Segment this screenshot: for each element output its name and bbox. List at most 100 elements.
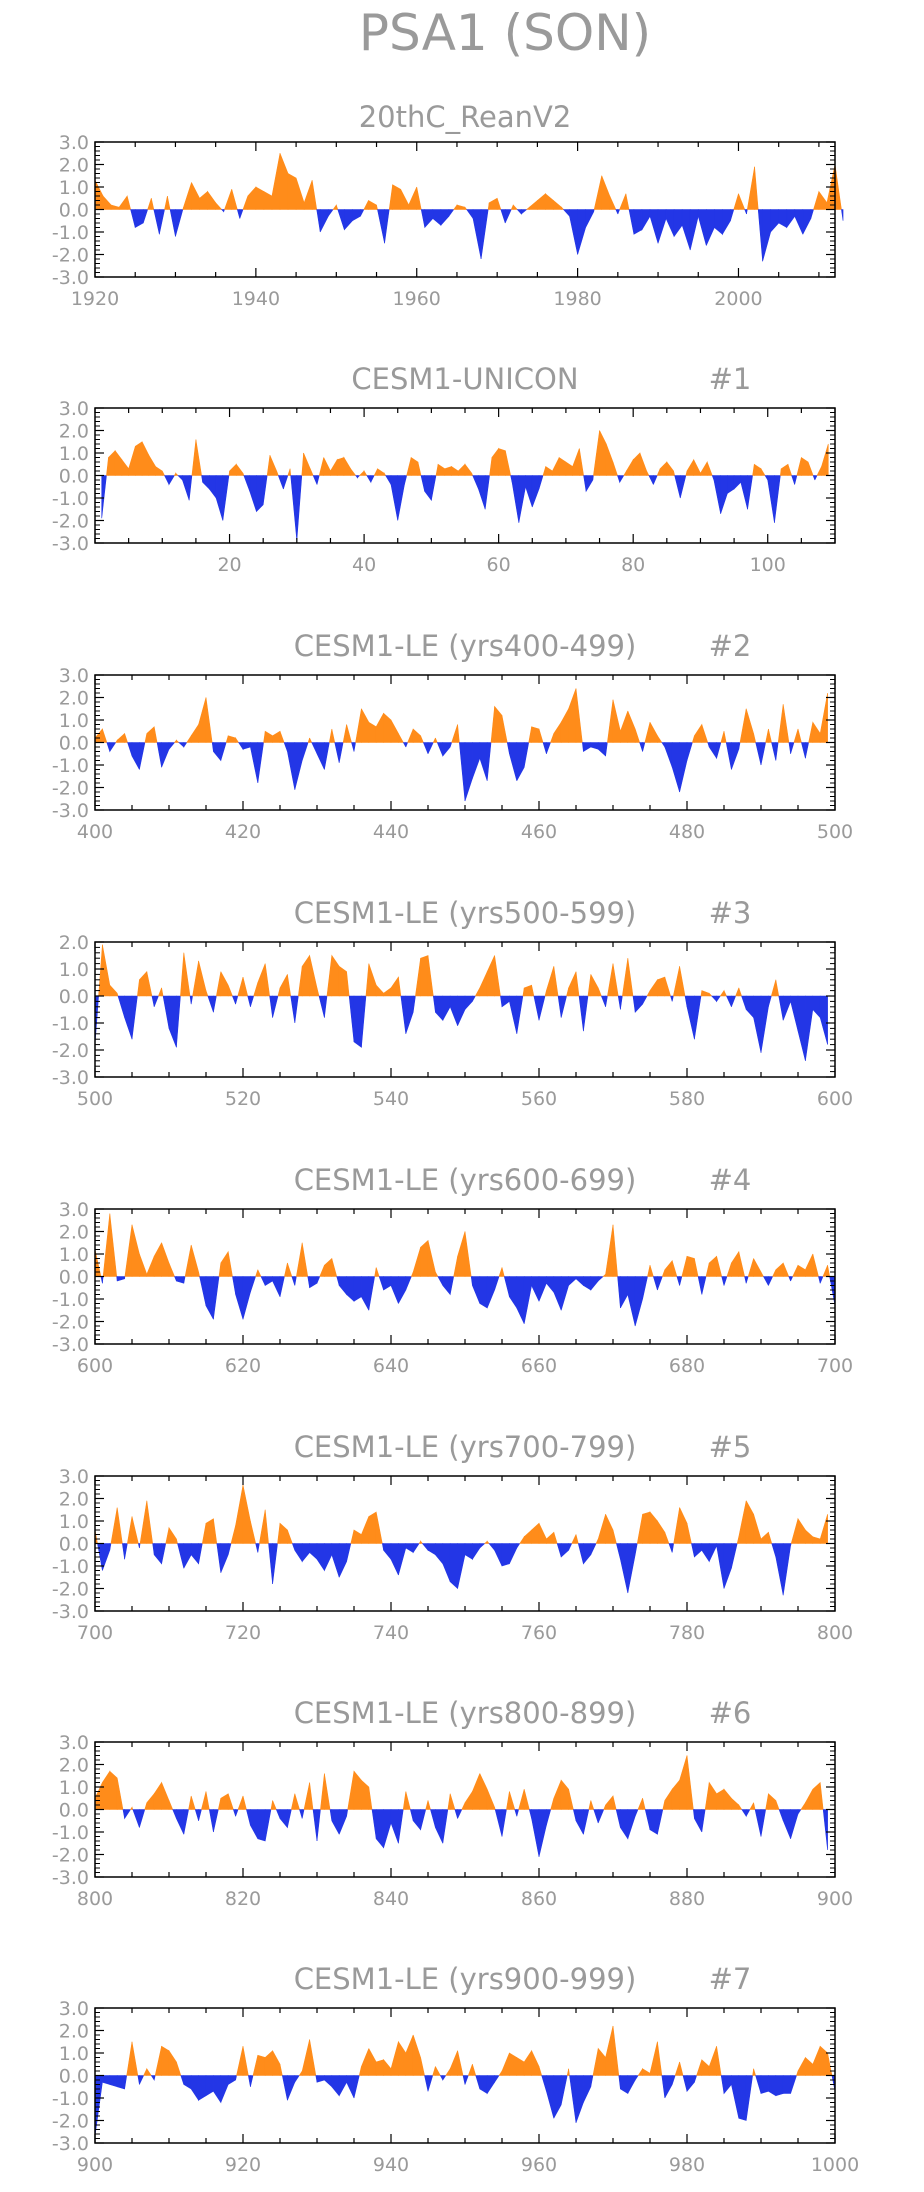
positive-area-segment (309, 2039, 317, 2076)
negative-area-segment (449, 1543, 458, 1590)
positive-area-segment (819, 1514, 828, 1544)
negative-area-segment (375, 1809, 384, 1849)
positive-area-segment (546, 1531, 555, 1544)
negative-area-segment (583, 1276, 592, 1291)
positive-area-segment (390, 2041, 399, 2076)
positive-area-segment (605, 2025, 614, 2076)
negative-area-segment (361, 1276, 370, 1311)
negative-area-segment (768, 1276, 774, 1286)
x-tick-label: 600 (817, 1088, 853, 1110)
negative-area-segment (775, 2075, 784, 2097)
negative-area-segment (109, 2075, 118, 2088)
positive-area-segment (731, 1250, 740, 1277)
positive-area-segment (812, 1253, 819, 1277)
positive-area-segment (420, 735, 424, 743)
positive-area-segment (490, 706, 495, 743)
y-tick-label: 2.0 (59, 155, 89, 177)
positive-area-segment (501, 1267, 505, 1277)
negative-area-segment (449, 742, 453, 748)
positive-area-segment (686, 1255, 695, 1277)
negative-area-segment (768, 2075, 777, 2097)
negative-area-segment (309, 1276, 318, 1289)
positive-area-segment (255, 1269, 259, 1277)
positive-area-segment (161, 470, 166, 476)
positive-area-segment (749, 1802, 754, 1810)
negative-area-segment (664, 742, 673, 768)
positive-area-segment (686, 1523, 692, 1544)
positive-area-segment (191, 439, 197, 476)
positive-area-segment (164, 195, 168, 210)
negative-area-segment (208, 1809, 214, 1833)
positive-area-segment (625, 193, 630, 210)
positive-area-segment (392, 184, 401, 210)
positive-area-segment (720, 731, 725, 743)
positive-area-segment (358, 2066, 362, 2076)
negative-area-segment (384, 209, 390, 244)
negative-area-segment (642, 1276, 648, 1300)
positive-area-segment (723, 990, 727, 997)
positive-area-segment (593, 430, 600, 476)
negative-area-segment (398, 1543, 407, 1576)
positive-area-segment (220, 1793, 229, 1810)
negative-area-segment (805, 742, 810, 759)
positive-area-segment (498, 1267, 503, 1277)
positive-area-segment (319, 1265, 325, 1277)
x-tick-label: 660 (521, 1355, 557, 1377)
positive-area-segment (486, 955, 495, 997)
positive-area-segment (796, 457, 802, 476)
positive-area-segment (383, 712, 392, 743)
x-tick-label: 100 (750, 554, 786, 576)
positive-area-segment (294, 1793, 300, 1810)
negative-area-segment (568, 1543, 573, 1551)
negative-area-segment (617, 475, 621, 483)
negative-area-segment (257, 1543, 260, 1553)
negative-area-segment (466, 209, 474, 220)
negative-area-segment (641, 209, 651, 231)
positive-area-segment (812, 1536, 821, 1544)
positive-area-segment (289, 468, 292, 476)
negative-area-segment (679, 475, 687, 499)
positive-area-segment (509, 2052, 518, 2076)
negative-area-segment (701, 1543, 710, 1563)
negative-area-segment (577, 1543, 584, 1564)
negative-area-segment (710, 995, 717, 1003)
positive-area-segment (673, 1507, 680, 1544)
positive-area-segment (346, 724, 352, 743)
positive-area-segment (723, 731, 727, 743)
x-tick-label: 420 (225, 821, 261, 843)
negative-area-segment (801, 742, 806, 759)
positive-area-segment (375, 1511, 383, 1544)
positive-area-segment (420, 2057, 425, 2076)
positive-area-segment (198, 960, 207, 997)
positive-area-segment (754, 166, 759, 210)
positive-area-segment (361, 1516, 370, 1544)
positive-area-segment (657, 1519, 666, 1544)
negative-area-segment (642, 995, 648, 1005)
positive-area-segment (297, 966, 303, 997)
positive-area-segment (797, 1517, 806, 1544)
negative-area-segment (435, 1809, 444, 1844)
x-tick-label: 60 (487, 554, 511, 576)
negative-area-segment (346, 2075, 355, 2099)
negative-area-segment (353, 995, 362, 1048)
positive-area-segment (609, 195, 617, 210)
negative-area-segment (402, 742, 407, 748)
panel-number-label: #5 (709, 1430, 752, 1464)
negative-area-segment (316, 475, 320, 485)
negative-area-segment (449, 995, 458, 1026)
negative-area-segment (277, 475, 284, 490)
positive-area-segment (657, 976, 666, 997)
negative-area-segment (538, 1276, 547, 1302)
negative-area-segment (590, 1276, 599, 1291)
positive-area-segment (287, 1529, 293, 1544)
positive-area-segment (679, 966, 686, 997)
positive-area-segment (141, 441, 150, 476)
positive-area-segment (331, 1258, 338, 1277)
positive-area-segment (496, 198, 502, 210)
positive-area-segment (760, 1271, 764, 1277)
positive-area-segment (375, 2059, 384, 2076)
negative-area-segment (523, 742, 530, 768)
positive-area-segment (745, 708, 754, 743)
negative-area-segment (753, 995, 762, 1053)
negative-area-segment (338, 2075, 347, 2096)
